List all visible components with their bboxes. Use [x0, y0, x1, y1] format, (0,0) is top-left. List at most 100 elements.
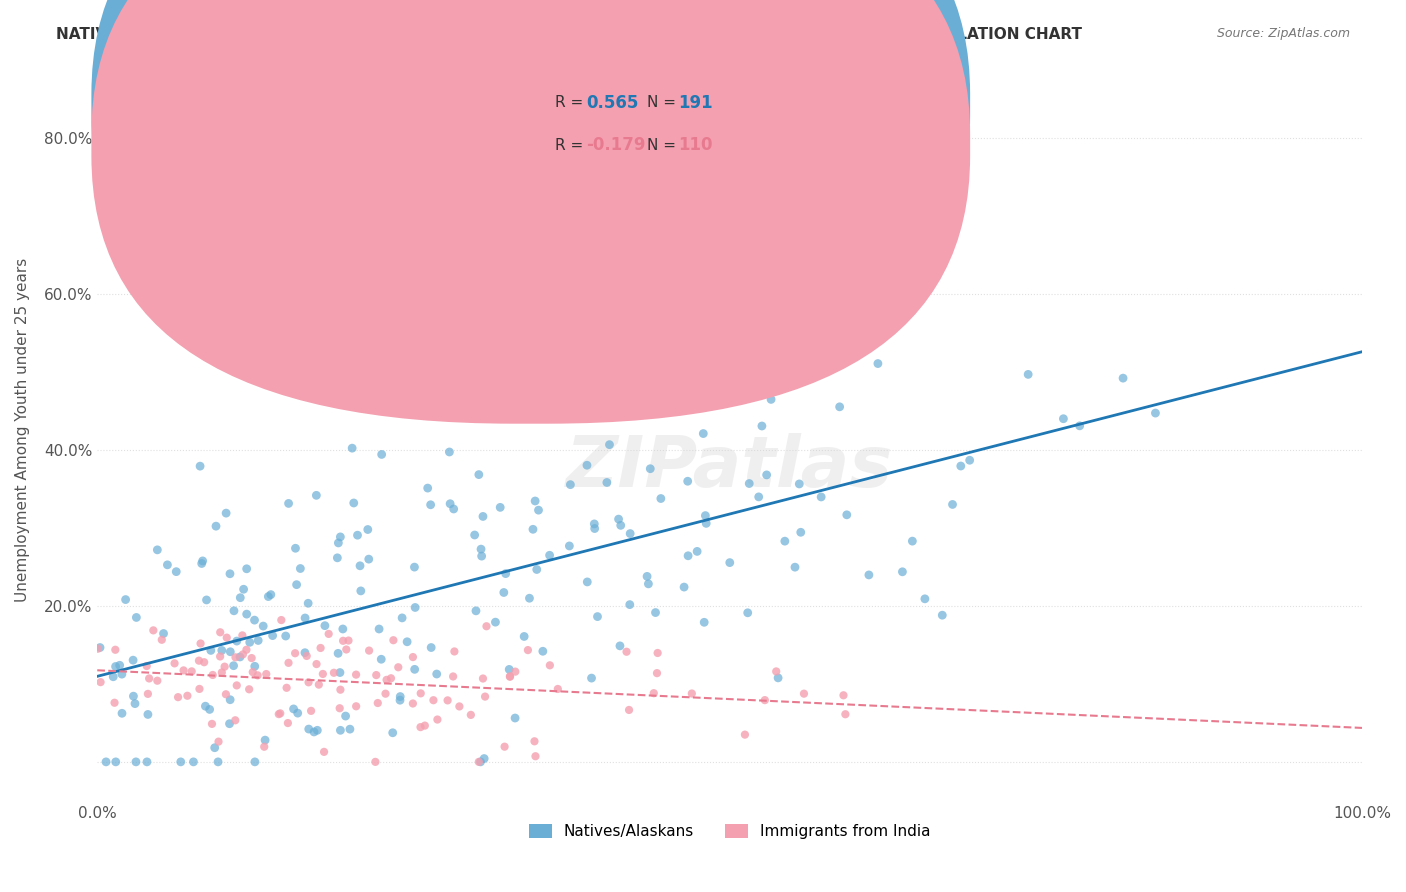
Point [215, 687, 238, 701]
Point [499, 670, 522, 684]
Point [744, 383, 766, 397]
Point [891, 565, 914, 579]
Point [191, 554, 214, 568]
Point [337, 633, 360, 648]
Point [260, 588, 283, 602]
Point [276, 681, 298, 695]
Point [449, 699, 471, 714]
Point [941, 498, 963, 512]
Point [224, 714, 246, 728]
Point [146, 542, 169, 557]
Legend: Natives/Alaskans, Immigrants from India: Natives/Alaskans, Immigrants from India [523, 818, 936, 845]
Point [738, 343, 761, 358]
Point [828, 400, 851, 414]
Text: -0.179: -0.179 [586, 136, 645, 154]
Point [163, 657, 186, 671]
Point [170, 755, 193, 769]
Point [350, 583, 373, 598]
Point [190, 557, 212, 571]
Point [866, 357, 889, 371]
Point [692, 426, 714, 441]
Point [340, 441, 363, 455]
Point [254, 667, 277, 681]
Point [619, 598, 641, 612]
Point [108, 658, 131, 673]
Point [531, 644, 554, 658]
Point [302, 725, 325, 739]
Point [702, 357, 724, 371]
Point [243, 659, 266, 673]
Point [287, 706, 309, 720]
Point [949, 458, 972, 473]
Point [636, 569, 658, 583]
Point [575, 458, 598, 473]
Point [380, 671, 402, 685]
Point [959, 453, 981, 467]
Point [810, 490, 832, 504]
Point [387, 660, 409, 674]
Text: 0.565: 0.565 [586, 94, 638, 112]
Point [167, 690, 190, 705]
Point [201, 717, 224, 731]
Point [359, 643, 381, 657]
Point [793, 687, 815, 701]
Text: Source: ZipAtlas.com: Source: ZipAtlas.com [1216, 27, 1350, 40]
Point [718, 556, 741, 570]
Point [644, 606, 666, 620]
Point [443, 644, 465, 658]
Point [754, 693, 776, 707]
Point [471, 549, 494, 563]
Point [90, 675, 112, 690]
Point [235, 562, 257, 576]
Point [238, 682, 260, 697]
Point [495, 566, 517, 581]
Point [190, 636, 212, 650]
Point [299, 704, 322, 718]
Point [326, 550, 349, 565]
Point [252, 619, 274, 633]
Point [211, 643, 233, 657]
Point [465, 604, 488, 618]
Point [111, 706, 134, 721]
Text: R =: R = [555, 95, 589, 110]
Point [931, 608, 953, 623]
Point [475, 619, 498, 633]
Point [104, 755, 127, 769]
Point [240, 651, 263, 665]
Point [349, 558, 371, 573]
Point [194, 699, 217, 714]
Point [695, 516, 717, 531]
Point [364, 755, 387, 769]
Point [721, 339, 744, 353]
Point [295, 648, 318, 663]
Point [1069, 418, 1091, 433]
Point [538, 549, 561, 563]
Point [755, 467, 778, 482]
Point [858, 568, 880, 582]
Point [104, 659, 127, 673]
Point [125, 755, 148, 769]
Point [389, 690, 412, 704]
Point [695, 508, 717, 523]
Point [835, 508, 858, 522]
Point [142, 624, 165, 638]
Point [214, 659, 236, 673]
Point [218, 716, 240, 731]
Point [389, 693, 412, 707]
Point [472, 672, 495, 686]
Point [146, 673, 169, 688]
Point [138, 672, 160, 686]
Point [560, 477, 582, 491]
Point [188, 681, 211, 696]
Point [284, 646, 307, 660]
Point [294, 646, 316, 660]
Point [207, 755, 229, 769]
Point [103, 696, 125, 710]
Point [619, 526, 641, 541]
Point [329, 530, 352, 544]
Point [207, 734, 229, 748]
Point [814, 363, 837, 377]
Point [215, 631, 238, 645]
Point [344, 699, 367, 714]
Point [366, 668, 388, 682]
